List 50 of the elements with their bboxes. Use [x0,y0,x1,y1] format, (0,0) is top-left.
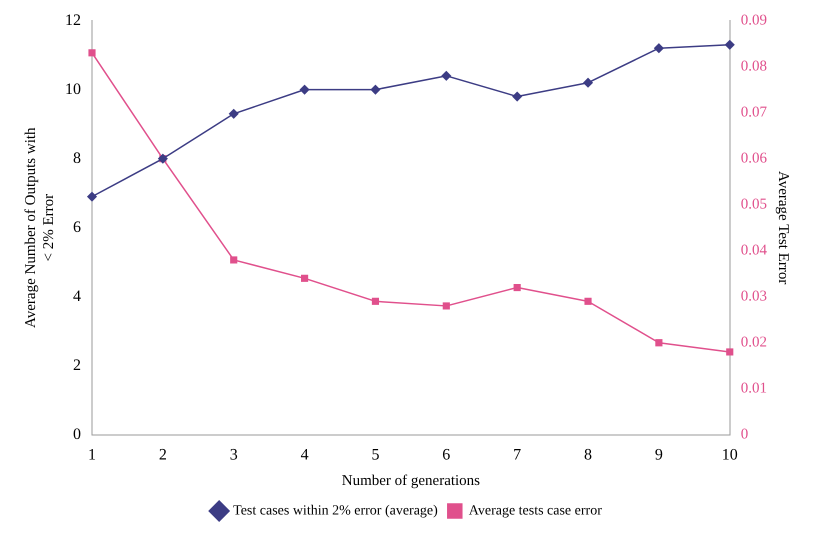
y-tick-label: 12 [65,12,81,29]
point [584,298,592,305]
point [300,84,310,94]
point [87,192,97,202]
x-tick-label: 5 [371,446,380,464]
x-tick-label: 9 [654,446,663,464]
y-tick-label: 0 [73,426,81,444]
point [442,302,450,310]
y2-tick-label: 0.04 [740,242,768,259]
point [514,284,521,292]
x-tick-label: 8 [584,446,592,464]
point [512,92,522,102]
y2-tick-label: 0.06 [740,150,768,167]
point [725,40,734,50]
y-tick-label: 4 [73,288,81,305]
y-tick-label: 2 [73,356,81,374]
x-tick-label: 6 [442,446,450,464]
legend-label: Test cases within 2% error (average) [233,504,438,519]
y2-axis-title: Average Test Error [775,171,792,284]
x-tick-label: 10 [722,446,738,464]
point [230,256,238,264]
y-axis-title: Average Number of Outputs with < 2% Error [22,126,57,328]
point [370,84,380,94]
point [372,298,380,305]
x-tick-label: 4 [300,446,309,464]
x-tick-label: 7 [513,446,522,464]
y-tick-label: 6 [73,218,81,236]
y2-tick-label: 0 [740,426,748,443]
x-tick-label: 1 [88,446,96,464]
x-tick-label: 2 [158,446,167,464]
x-tick-label: 3 [230,446,238,464]
y2-tick-label: 0.07 [740,104,768,121]
x-axis-title: Number of generations [342,472,480,489]
y2-tick-label: 0.03 [740,288,767,305]
y2-tick-label: 0.09 [740,12,767,29]
point [88,49,96,56]
y-tick-label: 8 [73,150,81,167]
point [442,71,452,81]
point [301,274,308,282]
point [228,109,238,119]
legend-label: Average tests case error [468,504,602,519]
y2-tick-label: 0.01 [740,380,767,397]
y2-tick-label: 0.02 [740,334,767,351]
y2-tick-label: 0.08 [740,58,767,75]
point [654,43,664,53]
point [583,78,593,88]
point [726,348,734,356]
point [655,339,662,346]
y-tick-label: 10 [65,80,81,98]
y2-tick-label: 0.05 [740,196,767,213]
